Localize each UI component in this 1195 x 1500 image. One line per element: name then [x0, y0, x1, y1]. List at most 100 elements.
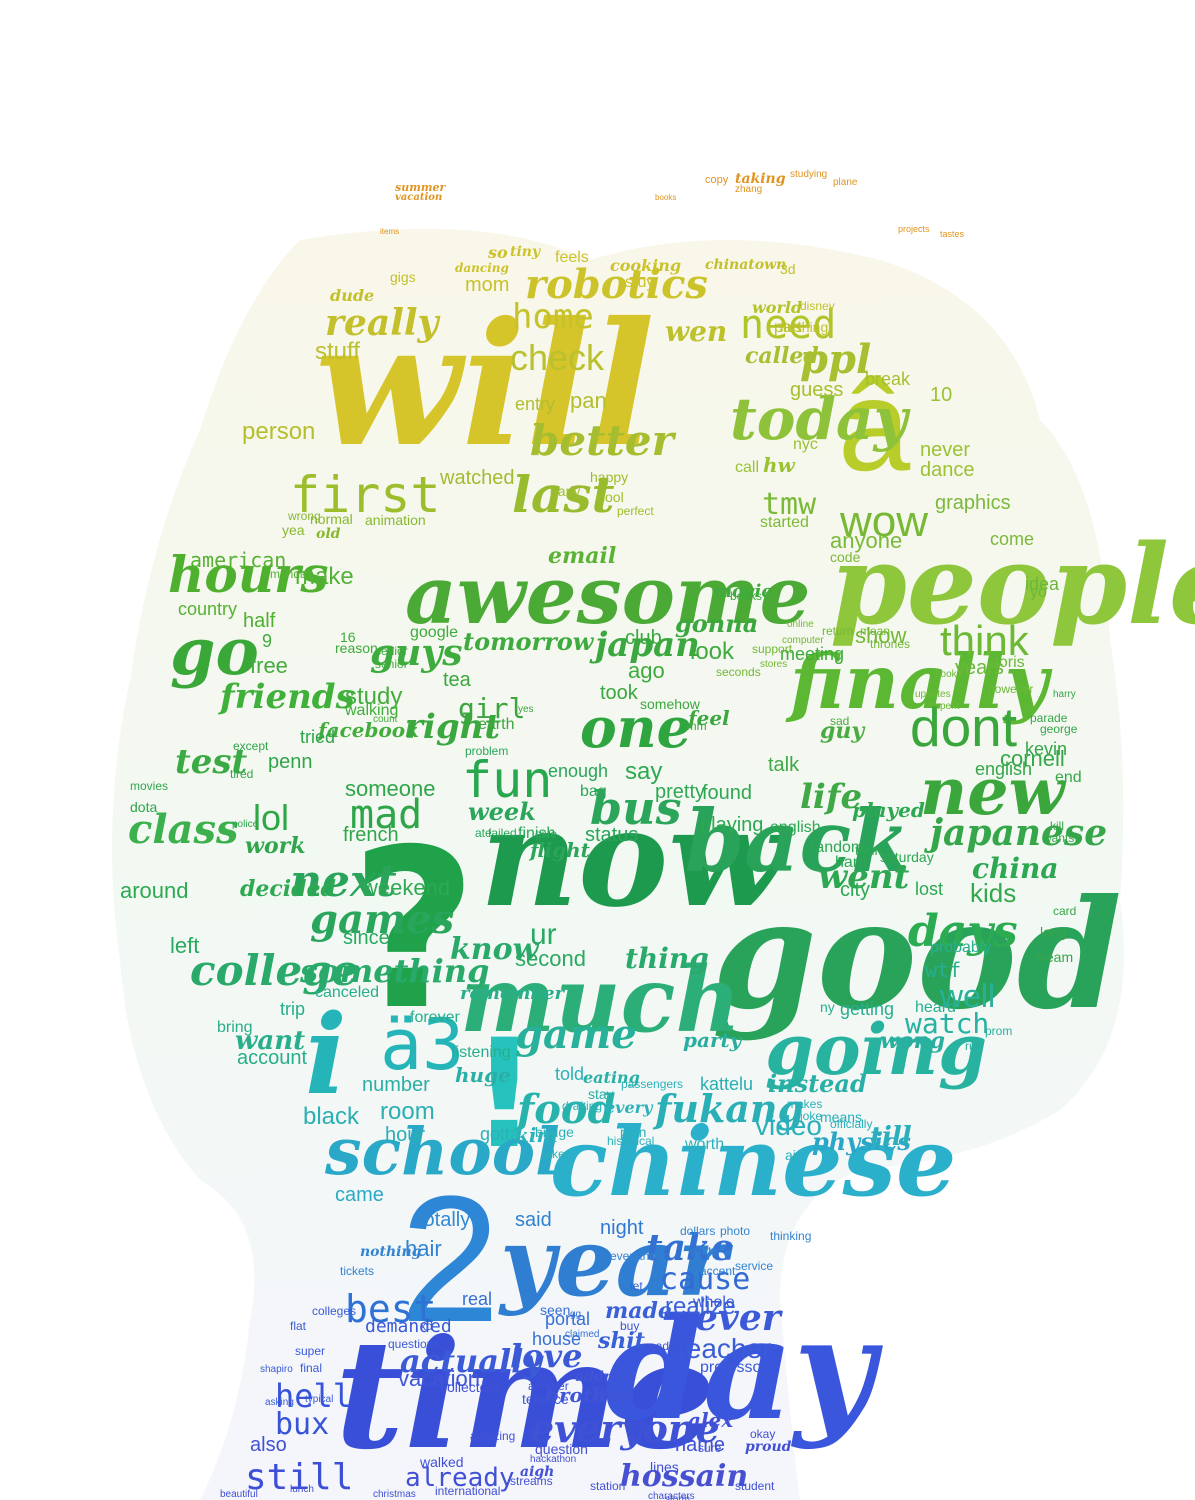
- word-problem: problem: [465, 744, 509, 758]
- word-look: look: [690, 638, 735, 665]
- word-code: code: [830, 549, 861, 565]
- word-feels: feels: [555, 249, 589, 266]
- word-dollars: dollars: [680, 1224, 716, 1238]
- word-meeting: meeting: [780, 644, 845, 664]
- word-mom: mom: [465, 274, 510, 296]
- word-reason: reason: [335, 640, 378, 656]
- word-pretty: pretty: [655, 781, 706, 803]
- word-nyc: nyc: [793, 436, 818, 453]
- word-dota: dota: [130, 799, 158, 815]
- word-so: so: [488, 243, 508, 262]
- word-heard: heard: [915, 999, 956, 1016]
- word-international: international: [435, 1484, 501, 1498]
- word-wow: wow: [840, 497, 929, 546]
- word-officially: officially: [830, 1117, 873, 1131]
- word-know: know: [450, 932, 539, 967]
- word-plane: plane: [833, 177, 858, 188]
- word-sure: sure: [698, 1441, 722, 1455]
- word-wen: wen: [665, 315, 728, 348]
- word-okay: okay: [750, 1427, 776, 1441]
- word-still: still: [245, 1457, 354, 1498]
- word-portal: portal: [545, 1309, 591, 1329]
- word-thinking: thinking: [770, 1229, 812, 1243]
- word-trip: trip: [280, 999, 306, 1019]
- word-collectors: collectors: [440, 1379, 500, 1395]
- word-dont: dont: [910, 696, 1018, 758]
- word-go: go: [170, 614, 259, 690]
- word-updates: updates: [915, 689, 951, 700]
- word-dude: dude: [330, 286, 375, 305]
- word-forever: forever: [410, 1009, 460, 1026]
- word-animation: animation: [365, 512, 426, 528]
- word-hossain: hossain: [620, 1459, 749, 1494]
- word-video: video: [755, 1110, 822, 1141]
- word-super: super: [295, 1344, 326, 1358]
- word-cooking: cooking: [610, 256, 682, 275]
- word-since: since: [343, 927, 390, 949]
- word-wong: wong: [880, 1028, 945, 1054]
- word-today: today: [730, 385, 908, 453]
- word-one: one: [580, 695, 692, 760]
- word-american: american: [190, 548, 287, 572]
- word-end: end: [1055, 769, 1082, 786]
- word-aigh: aigh: [520, 1464, 555, 1480]
- word-hours: hours: [168, 545, 329, 604]
- word-google: google: [410, 624, 459, 641]
- word-ny: ny: [820, 999, 835, 1015]
- word-shit: shit: [598, 1328, 645, 1354]
- word-played: played: [852, 798, 925, 822]
- word-taking: taking: [735, 171, 786, 187]
- word-years: years: [955, 657, 1004, 679]
- word-give: give: [535, 827, 558, 841]
- word-christmas: christmas: [373, 1489, 416, 1500]
- word-cornell: cornell: [1000, 746, 1065, 771]
- word-online: online: [787, 619, 814, 630]
- word-called: called: [745, 343, 819, 369]
- word-except: except: [233, 739, 269, 753]
- word-bag: bag: [580, 783, 607, 800]
- word-joke: joke: [800, 1109, 823, 1123]
- word-japanese: japanese: [930, 812, 1108, 854]
- word-physics: physics: [812, 1127, 911, 1156]
- word-16: 16: [340, 629, 356, 645]
- word-around: around: [120, 878, 189, 903]
- word-entry: entry: [515, 394, 556, 414]
- word-love: love: [510, 1337, 583, 1375]
- word-break: break: [865, 369, 911, 389]
- word-show: show: [855, 623, 907, 648]
- word-need: need: [740, 302, 837, 348]
- word-test: test: [175, 742, 248, 782]
- word-demanded: demanded: [365, 1316, 452, 1337]
- word-dance: dance: [920, 459, 975, 481]
- word-black: black: [303, 1103, 360, 1130]
- word-week: week: [468, 797, 536, 826]
- word-seen: seen: [540, 1302, 571, 1318]
- word-walked: walked: [420, 1454, 464, 1470]
- word-buy: buy: [620, 1319, 640, 1333]
- word-dancing: dancing: [455, 261, 509, 275]
- word-perfect: perfect: [617, 504, 654, 518]
- word-support: support: [752, 642, 793, 656]
- word-characters: characters: [648, 1491, 695, 1500]
- word-summer: summer: [395, 181, 446, 194]
- word-school: school: [325, 1114, 560, 1190]
- word-hmm: hmm: [680, 719, 707, 733]
- word-lines: lines: [650, 1459, 679, 1475]
- word-made: made: [605, 1298, 672, 1324]
- word-status: status: [585, 824, 639, 846]
- word-lol: lol: [253, 797, 290, 838]
- word-parade: parade: [1030, 711, 1068, 725]
- word-beautiful: beautiful: [220, 1489, 258, 1500]
- word-mad: mad: [350, 792, 423, 838]
- word-started: started: [760, 514, 809, 531]
- word-flat: flat: [290, 1319, 307, 1333]
- word-feel: feel: [688, 706, 730, 730]
- word-early: early: [550, 483, 581, 499]
- word-second: second: [515, 946, 586, 971]
- word-gotta: gotta: [480, 1124, 521, 1144]
- word-night: night: [600, 1217, 644, 1239]
- word-flight: flight: [530, 838, 590, 862]
- word-symbol: â: [838, 352, 911, 498]
